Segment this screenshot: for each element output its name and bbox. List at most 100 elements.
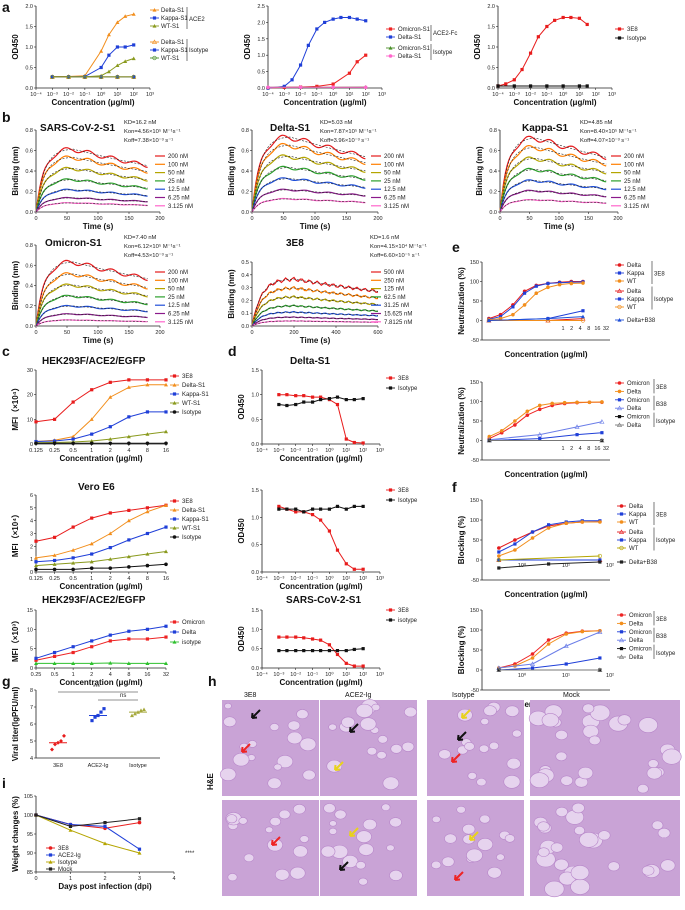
alveolus <box>323 803 336 814</box>
x-tick-label: 10² <box>359 448 367 454</box>
alveolus <box>386 844 395 852</box>
legend-marker <box>616 288 623 293</box>
data-point <box>530 530 535 534</box>
series-line-omicron-s1-ace2-fc <box>267 54 367 89</box>
data-point <box>310 395 315 399</box>
x-tick-label: 150 <box>584 216 593 222</box>
data-point <box>363 85 368 90</box>
x-tick-label: 0.5 <box>69 448 77 454</box>
data-point <box>575 400 579 405</box>
data-point <box>331 85 335 90</box>
data-point <box>164 429 168 434</box>
legend-marker <box>172 535 177 539</box>
data-point <box>581 281 585 285</box>
legend-label: WT-S1 <box>182 401 201 407</box>
data-point <box>335 395 340 399</box>
data-point <box>285 393 289 397</box>
legend-label: 3E8 <box>398 376 409 382</box>
x-tick-label: 10² <box>359 576 367 582</box>
alveolus <box>657 827 671 839</box>
x-tick-label: 2 <box>90 672 93 678</box>
x-tick-label: 10² <box>359 672 367 678</box>
data-point <box>525 409 530 414</box>
data-point <box>352 504 356 508</box>
legend-group-label: Isotype <box>656 419 676 425</box>
legend-label: Delta <box>627 406 642 412</box>
y-tick-label: 1 <box>30 557 33 563</box>
legend-group-label: B38 <box>656 634 667 640</box>
data-point <box>520 67 524 72</box>
x-tick-label: 10⁻⁴ <box>492 91 504 98</box>
alveolus <box>483 705 497 717</box>
series-line-delta-s1-ace2 <box>52 13 134 77</box>
alveolus <box>570 865 590 881</box>
data-point <box>108 531 113 536</box>
legend-label: Kappa <box>629 512 647 518</box>
legend-label: 200 nM <box>168 154 188 160</box>
data-point <box>294 510 298 514</box>
data-point <box>142 707 146 712</box>
x-tick-label: 10⁰ <box>518 562 527 569</box>
alveolus <box>269 817 281 827</box>
data-point <box>574 424 580 429</box>
data-point <box>127 538 131 542</box>
alveolus <box>441 856 455 867</box>
alveolus <box>651 820 664 830</box>
data-point <box>600 400 604 404</box>
y-axis-label: OD450 <box>237 518 246 544</box>
legend-marker <box>617 279 622 283</box>
x-tick-label: 10⁻² <box>295 92 306 98</box>
y-tick-label: 0 <box>476 439 479 445</box>
data-point <box>34 420 38 424</box>
data-point <box>93 715 97 719</box>
alveolus <box>467 772 477 780</box>
y-axis-label: Neutralization (%) <box>457 267 466 335</box>
y-tick-label: 0 <box>476 558 479 564</box>
alveolus <box>555 729 568 741</box>
alveolus <box>571 802 585 814</box>
legend-label: Isotype <box>398 498 418 504</box>
data-point <box>71 567 75 572</box>
y-tick-label: 0.8 <box>25 128 33 134</box>
alveolus <box>334 809 347 820</box>
x-tick-label: 10⁰ <box>518 672 527 679</box>
data-point <box>496 557 501 563</box>
legend-label: 12.5 nM <box>624 187 646 193</box>
x-tick-label: 10⁰ <box>325 671 334 678</box>
h-col-mock: Mock <box>563 692 580 699</box>
histology-tile <box>530 800 680 898</box>
data-point <box>52 661 57 665</box>
y-tick-label: -50 <box>471 458 479 464</box>
y-tick-label: -50 <box>471 338 479 344</box>
data-point <box>277 649 281 653</box>
x-tick-label: 50 <box>526 216 532 222</box>
b-3e8-kd: KD=1.6 nM <box>370 235 399 241</box>
data-point <box>145 410 150 414</box>
data-point <box>71 561 76 565</box>
y-axis-label: OD450 <box>237 626 246 652</box>
data-point <box>298 85 303 90</box>
legend-marker <box>152 55 157 61</box>
data-point <box>522 291 527 295</box>
legend-label: ACE2-Ig <box>58 853 81 859</box>
alveolus <box>247 740 258 748</box>
legend-label: Omicron <box>629 647 652 653</box>
y-tick-label: 0.0 <box>489 210 497 216</box>
b-omicron-kd: KD=7.40 nM <box>124 235 157 241</box>
sensorgram-raw <box>35 283 148 327</box>
data-point <box>89 417 94 421</box>
data-point <box>66 74 71 80</box>
alveolus <box>529 772 550 788</box>
alveolus <box>555 751 568 762</box>
legend-marker <box>172 383 177 387</box>
x-tick-label: 4 <box>127 576 130 582</box>
histology-tile <box>427 800 524 896</box>
y-tick-label: 90 <box>27 851 33 857</box>
alveolus <box>438 749 451 760</box>
y-tick-label: 0 <box>476 668 479 674</box>
x-tick-label: 100 <box>554 216 563 222</box>
data-point <box>145 563 150 568</box>
y-axis-label: MFI（×10⁴） <box>10 510 20 557</box>
x-tick-label: 10⁻² <box>290 576 301 582</box>
data-point <box>361 664 365 668</box>
